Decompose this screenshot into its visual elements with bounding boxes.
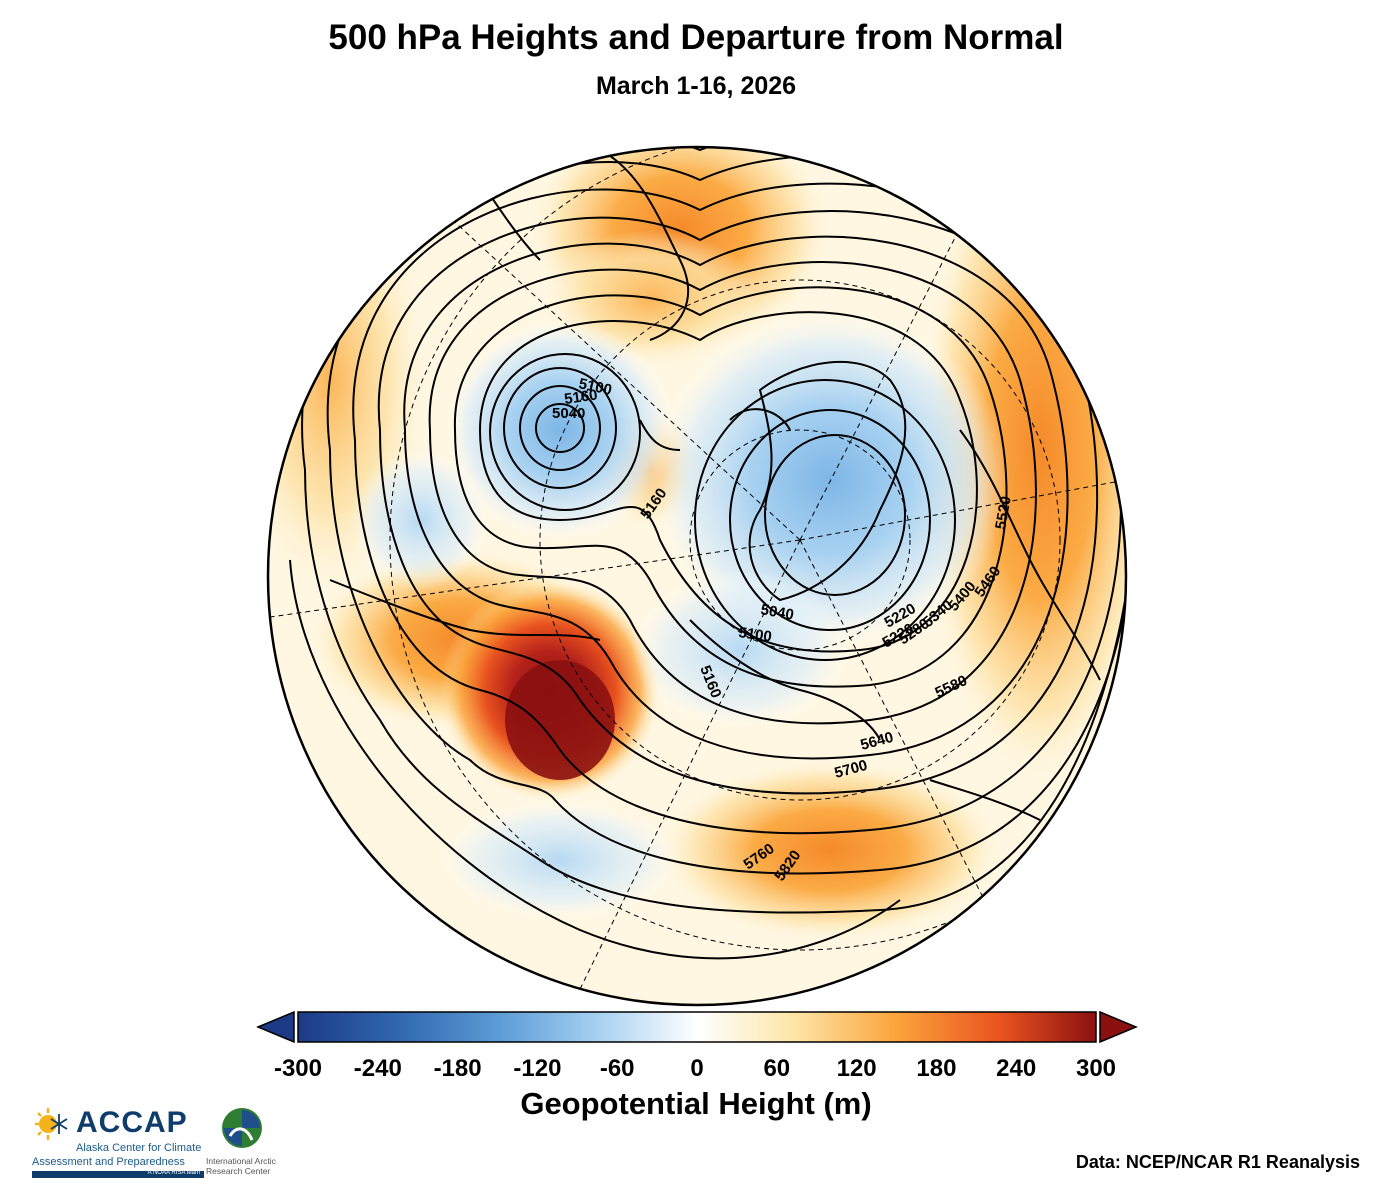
colorbar-tick-label: 120 [837,1055,877,1082]
contour-label: 5100 [577,375,613,399]
colorbar-ticks: -300 -240 -180 -120 -60 0 60 120 180 240 300 [274,1055,1116,1082]
accap-line2: Assessment and Preparedness [32,1156,185,1168]
sun-snowflake-icon [35,1108,68,1140]
accap-logo: ACCAP Alaska Center for Climate Assessme… [32,1104,212,1178]
globe-icon [222,1108,262,1148]
contour-label: 5160 [563,386,598,407]
colorbar-arrow-high [1099,1010,1138,1044]
accap-tag-bar: A NOAA RISA team [32,1170,204,1178]
contour-label: 5040 [552,405,585,422]
colorbar-tick-label: 180 [916,1055,956,1082]
colorbar-tick-label: 0 [690,1055,703,1082]
iarc-logo: International Arctic Research Center [206,1104,286,1178]
colorbar-ramp [297,1011,1097,1043]
colorbar-tick-label: -120 [513,1055,561,1082]
globe-outline [266,145,1128,1007]
colorbar-tick-label: 240 [996,1055,1036,1082]
contour-label: 5040 [759,601,795,624]
colorbar-tick-label: 60 [763,1055,790,1082]
colorbar-title: Geopotential Height (m) [520,1086,872,1121]
accap-line1: Alaska Center for Climate [76,1142,202,1154]
chart-subtitle: March 1-16, 2026 [595,72,797,100]
iarc-line2: Research Center [206,1166,271,1176]
contour-label: 5100 [737,624,772,645]
coastlines [329,149,1101,821]
accap-wordmark: ACCAP [76,1106,188,1139]
data-credit: Data: NCEP/NCAR R1 Reanalysis [1075,1152,1360,1172]
accap-tag: A NOAA RISA team [147,1170,200,1176]
contour-label-group: 5100 5160 5040 5160 5220 5220 5280 5340 … [552,375,1015,884]
colorbar-tick-label: -180 [434,1055,482,1082]
chart-title: 500 hPa Heights and Departure from Norma… [328,18,1064,57]
colorbar-arrow-low [256,1010,295,1044]
colorbar-tick-label: 300 [1076,1055,1116,1082]
height-contours [289,147,1126,960]
iarc-line1: International Arctic [206,1156,276,1166]
contour-label: 5520 [992,495,1015,531]
colorbar-tick-label: -240 [354,1055,402,1082]
colorbar-tick-label: -300 [274,1055,322,1082]
iarc-text: International Arctic Research Center [206,1156,286,1176]
colorbar-tick-label: -60 [600,1055,635,1082]
